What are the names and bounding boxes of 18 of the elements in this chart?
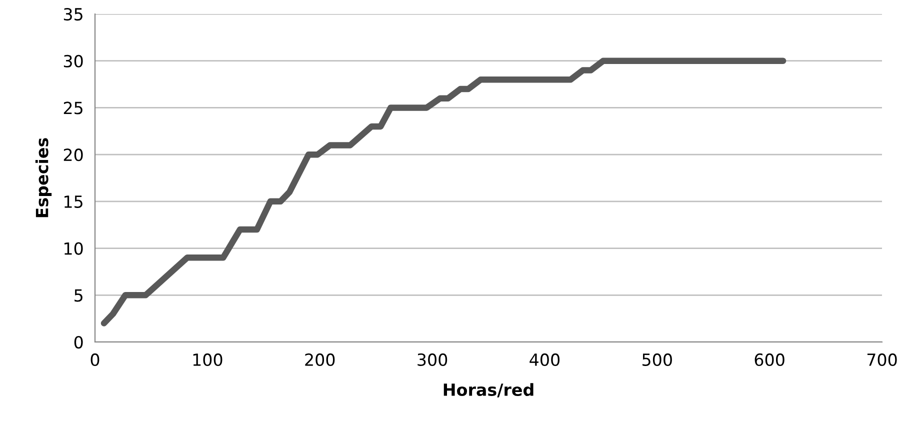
y-tick-label: 20	[64, 148, 83, 162]
y-tick-label: 25	[64, 102, 82, 114]
x-tick-label: 600	[754, 353, 784, 366]
x-tick-label: 200	[305, 353, 335, 366]
y-tick-label: 35	[64, 8, 82, 21]
x-tick-label: 400	[530, 353, 560, 366]
y-tick-label: 30	[64, 54, 83, 68]
y-tick-label: 15	[64, 196, 82, 208]
x-tick-label: 700	[867, 353, 897, 366]
y-tick-label: 0	[74, 336, 83, 349]
x-tick-label: 500	[642, 353, 672, 366]
y-axis-title: Especies	[35, 138, 52, 218]
x-tick-label: 300	[418, 353, 448, 366]
y-tick-label: 10	[64, 242, 83, 255]
x-axis-title: Horas/red	[444, 383, 534, 398]
x-tick-label: 0	[90, 353, 100, 366]
y-tick-label: 5	[74, 289, 82, 302]
x-tick-label: 100	[193, 353, 222, 366]
